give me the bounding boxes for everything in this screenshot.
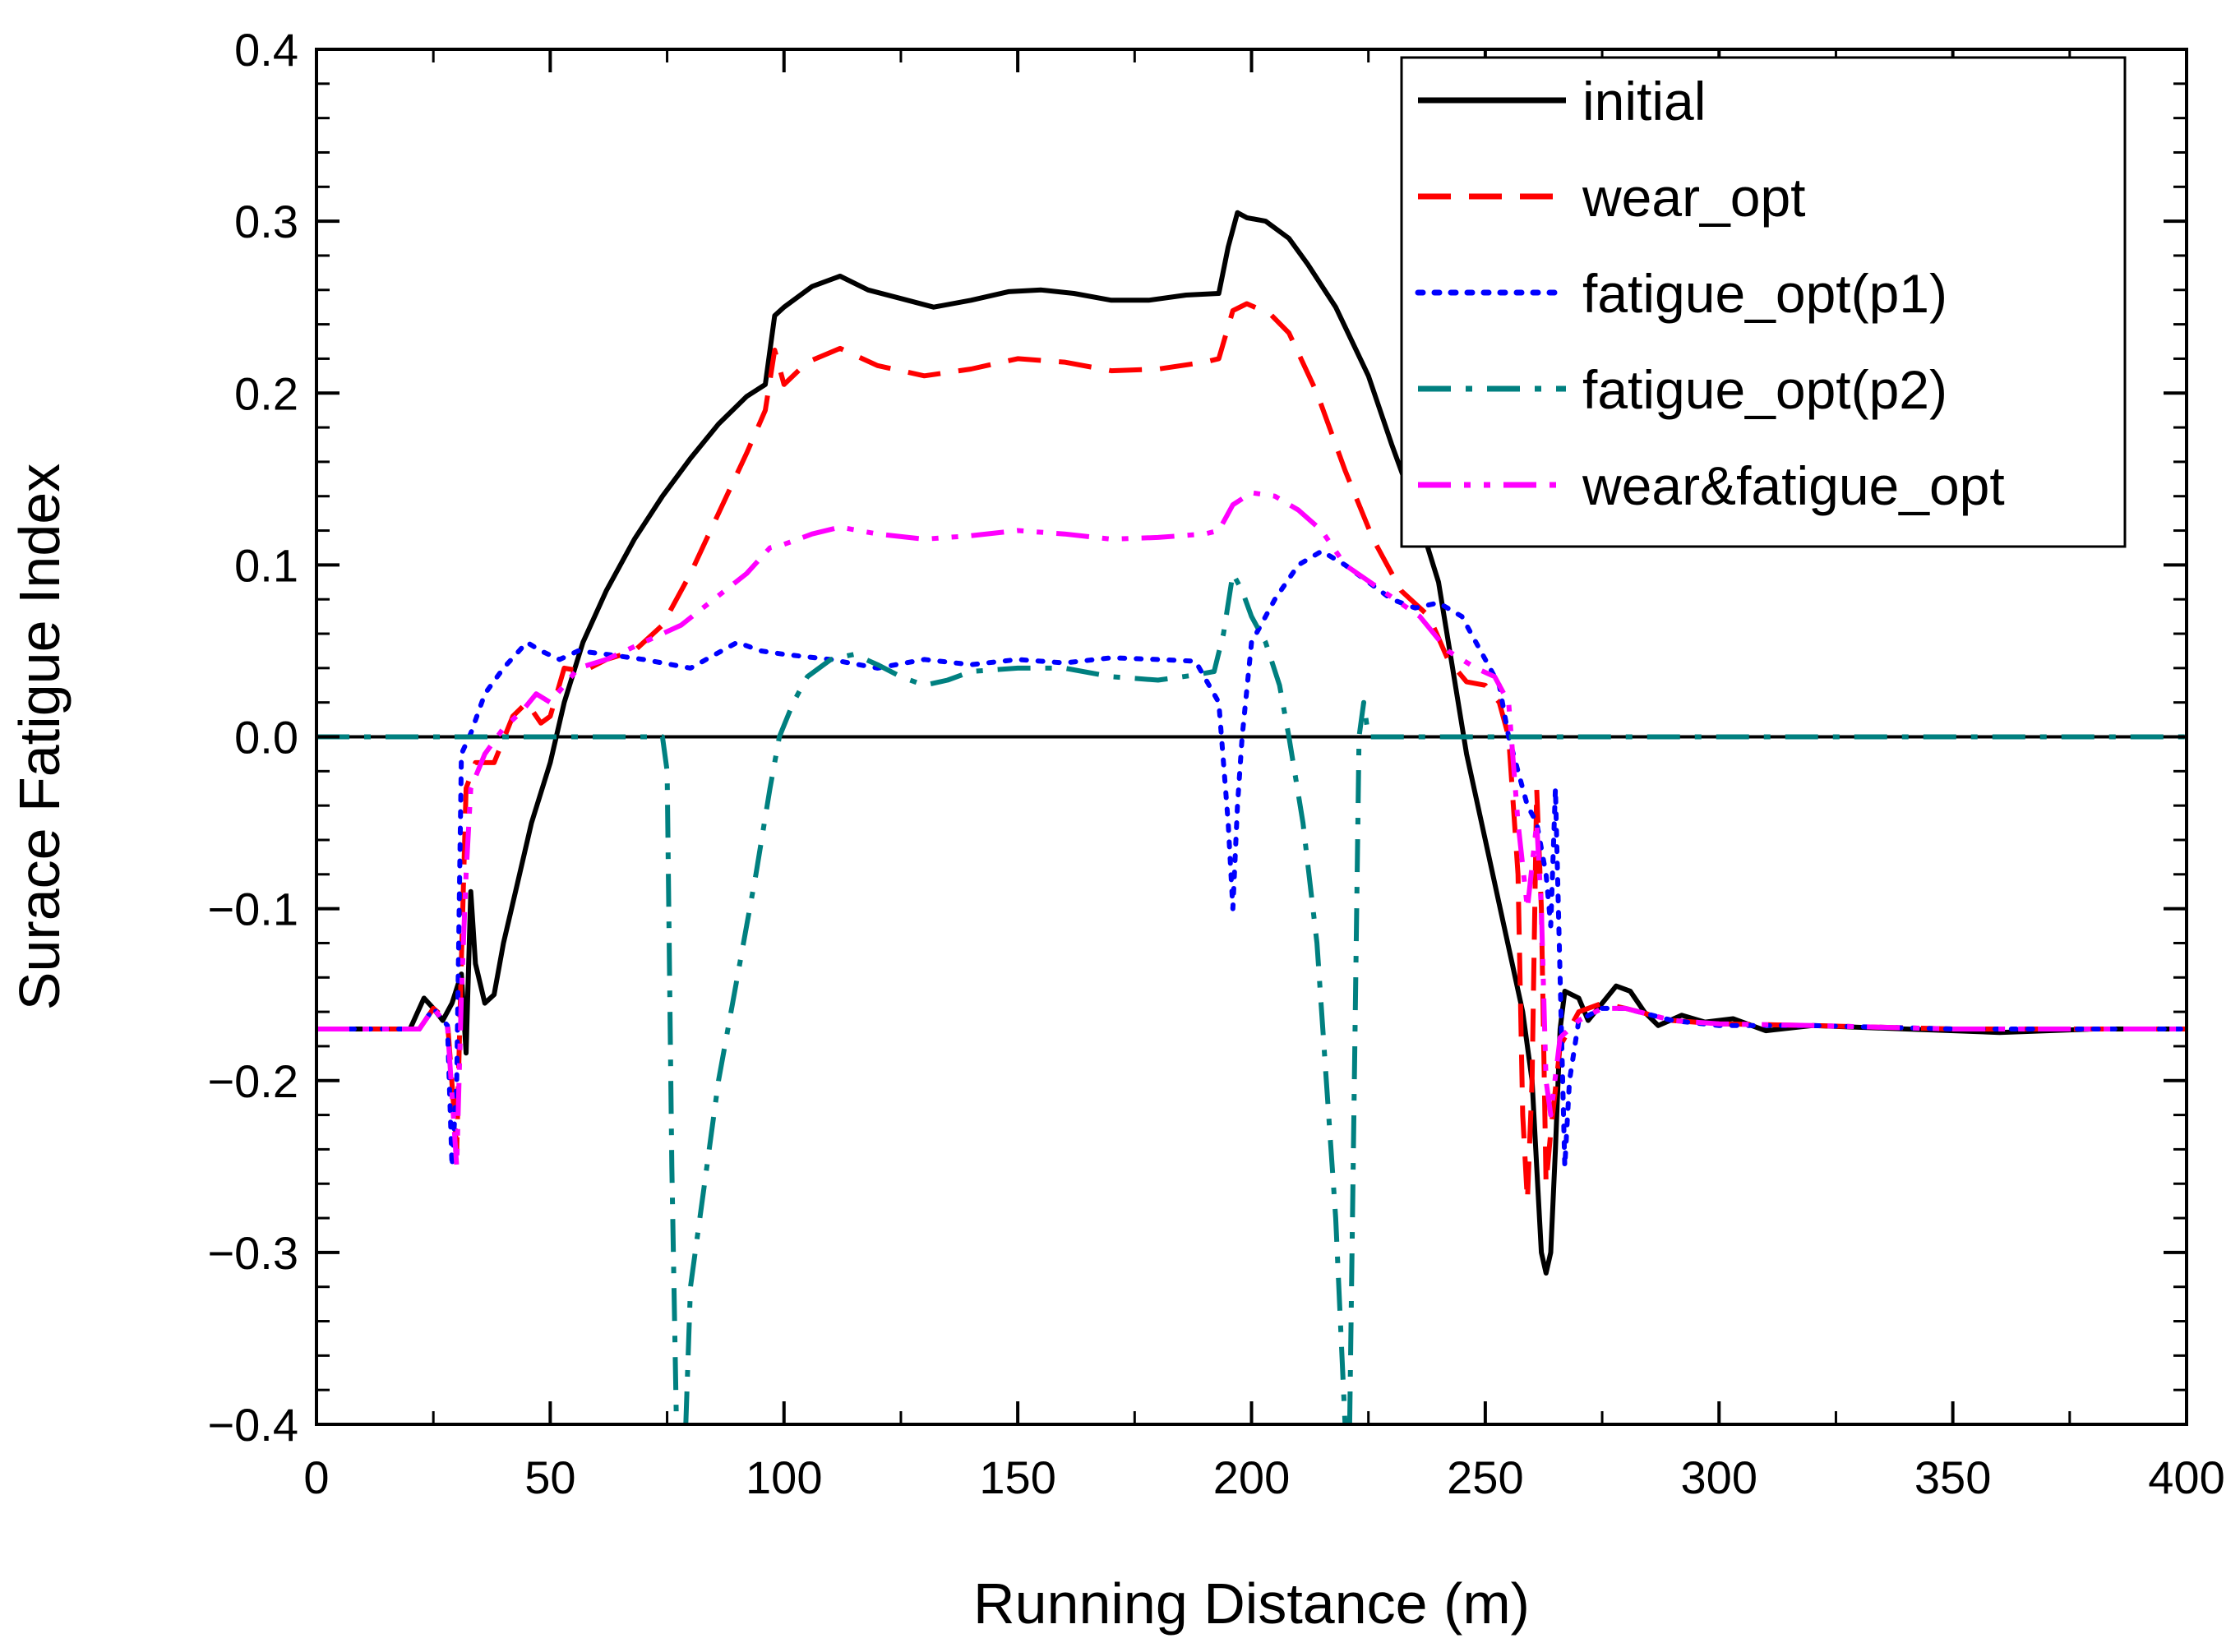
legend-label: wear&fatigue_opt [1582, 455, 2005, 516]
y-tick-label: −0.2 [207, 1055, 298, 1107]
y-tick-label: −0.1 [207, 884, 298, 935]
y-tick-label: −0.3 [207, 1227, 298, 1279]
ticks-layer: 0 50 100 150 200 250 300 350 400 −0.4 −0.3 −0.2 −0.1… [207, 24, 2224, 1503]
x-tick-label: 300 [1681, 1451, 1757, 1503]
x-axis-title: Running Distance (m) [973, 1571, 1530, 1636]
legend-label: fatigue_opt(p2) [1582, 359, 1947, 420]
x-tick-label: 250 [1447, 1451, 1523, 1503]
x-tick-label: 0 [303, 1451, 329, 1503]
legend-label: fatigue_opt(p1) [1582, 263, 1947, 324]
series-line-fatigue-opt-p2 [316, 570, 2187, 1424]
series-layer [316, 210, 2187, 1424]
y-tick-label: 0.1 [234, 539, 298, 591]
x-tick-label: 350 [1914, 1451, 1991, 1503]
series-line-wear-opt [316, 301, 2187, 1204]
y-tick-label: 0.0 [234, 712, 298, 764]
legend-label: initial [1582, 71, 1706, 132]
y-tick-label: 0.4 [234, 24, 298, 76]
x-tick-label: 200 [1213, 1451, 1290, 1503]
legend: initial wear_opt fatigue_opt(p1) fatigue_op… [1400, 56, 2127, 548]
legend-box [1400, 56, 2127, 548]
y-tick-label: 0.3 [234, 196, 298, 247]
y-axis-title: Surace Fatigue Index [7, 464, 72, 1010]
x-tick-label: 400 [2148, 1451, 2224, 1503]
y-tick-label: 0.2 [234, 367, 298, 419]
series-line-fatigue-opt-p1 [316, 548, 2187, 1170]
y-tick-label: −0.4 [207, 1399, 298, 1451]
legend-label: wear_opt [1582, 167, 1806, 228]
x-tick-label: 50 [524, 1451, 575, 1503]
x-tick-label: 150 [979, 1451, 1055, 1503]
x-tick-label: 100 [746, 1451, 822, 1503]
series-line-wear-fatigue-opt [316, 490, 2187, 1170]
